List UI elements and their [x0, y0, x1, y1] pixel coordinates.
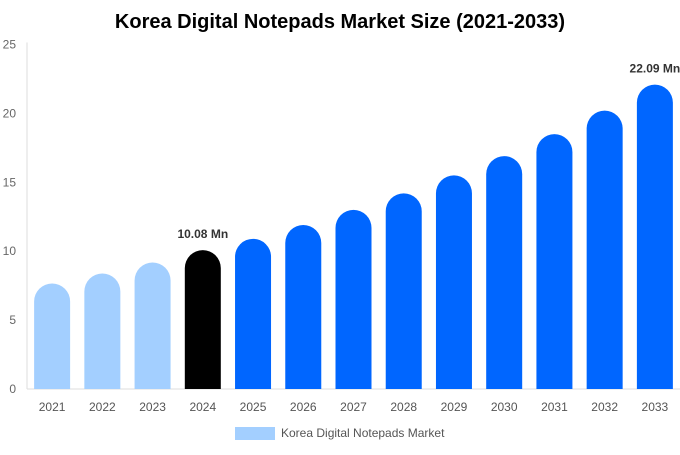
x-tick-label: 2033	[642, 400, 669, 414]
y-tick-label: 10	[3, 244, 17, 258]
y-tick-label: 15	[3, 175, 17, 189]
bar-2033	[636, 84, 673, 390]
x-tick-label: 2026	[290, 400, 317, 414]
data-label: 10.08 Mn	[177, 227, 228, 241]
data-label: 22.09 Mn	[630, 62, 680, 76]
chart-title: Korea Digital Notepads Market Size (2021…	[115, 11, 565, 33]
bar-2021	[34, 283, 71, 389]
x-tick-label: 2025	[240, 400, 267, 414]
legend-swatch	[235, 427, 275, 440]
x-tick-label: 2022	[89, 400, 116, 414]
bar-2026	[285, 225, 322, 389]
x-tick-label: 2024	[189, 400, 216, 414]
x-tick-label: 2030	[491, 400, 518, 414]
bar-2024	[184, 250, 221, 389]
bar-2025	[235, 238, 272, 389]
bar-2030	[486, 156, 523, 389]
x-tick-label: 2032	[591, 400, 618, 414]
bar-2028	[385, 193, 422, 389]
legend-label: Korea Digital Notepads Market	[281, 426, 445, 440]
x-tick-label: 2029	[441, 400, 468, 414]
x-tick-label: 2023	[139, 400, 166, 414]
bar-2022	[84, 273, 121, 389]
x-tick-label: 2031	[541, 400, 568, 414]
x-tick-label: 2027	[340, 400, 367, 414]
y-tick-label: 25	[3, 38, 17, 52]
bar-2031	[536, 134, 573, 389]
bar-2032	[586, 110, 623, 390]
x-tick-label: 2021	[39, 400, 66, 414]
x-tick-label: 2028	[390, 400, 417, 414]
y-tick-label: 20	[3, 106, 17, 120]
y-tick-label: 5	[9, 313, 16, 327]
y-tick-label: 0	[9, 382, 16, 396]
bar-2029	[435, 175, 472, 389]
bar-2027	[335, 209, 372, 389]
bar-2023	[134, 262, 171, 389]
